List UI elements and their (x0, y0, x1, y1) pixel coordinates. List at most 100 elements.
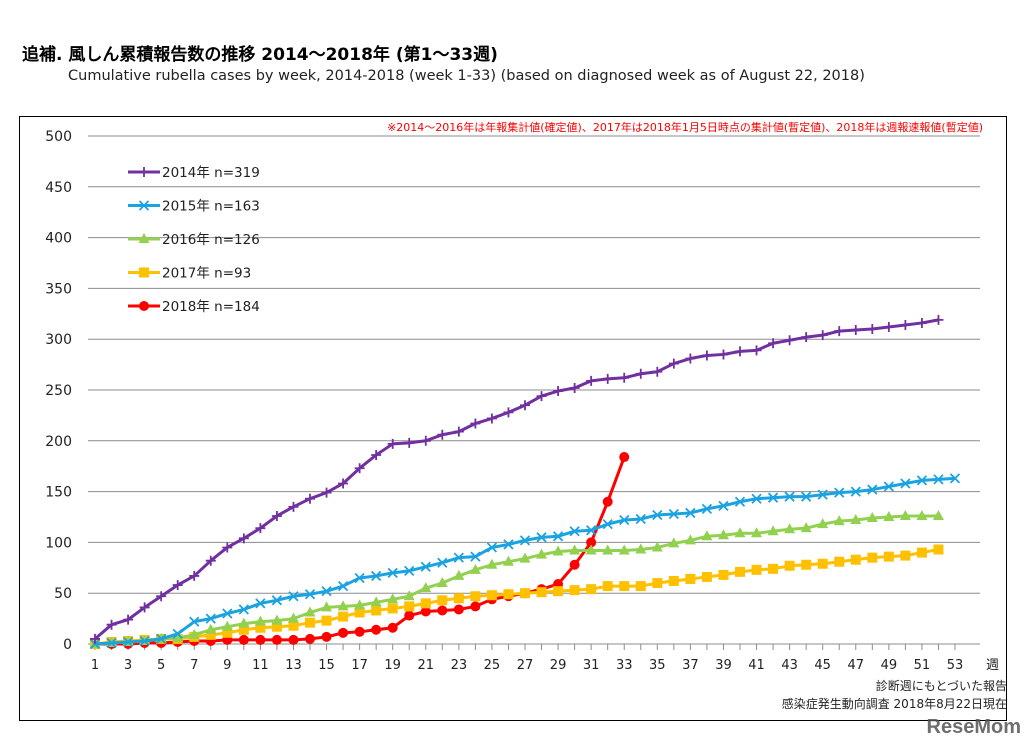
data-point (287, 612, 299, 623)
data-point (916, 317, 927, 328)
data-point (271, 510, 282, 521)
x-tick-label: 3 (124, 658, 132, 673)
data-point (866, 512, 878, 523)
data-point (172, 580, 183, 591)
x-tick-label: 5 (157, 658, 165, 673)
x-tick-label: 49 (881, 658, 898, 673)
data-point (519, 552, 531, 563)
data-point (619, 581, 630, 592)
data-point (668, 576, 679, 587)
data-point (867, 484, 878, 495)
data-point (503, 407, 514, 418)
data-point (420, 606, 431, 617)
data-point (701, 571, 712, 582)
data-point (717, 529, 729, 540)
data-point (420, 582, 432, 593)
x-tick-label: 21 (417, 658, 434, 673)
data-point (222, 542, 233, 553)
data-point (271, 634, 282, 645)
chart-title: 追補. 風しん累積報告数の推移 2014～2018年 (第1～33週) (22, 45, 498, 65)
data-point (817, 518, 829, 529)
data-point (288, 634, 299, 645)
data-point (304, 589, 316, 600)
data-point (305, 633, 315, 644)
data-point (635, 368, 646, 379)
data-point (932, 509, 944, 520)
data-point (453, 426, 464, 437)
data-point (371, 624, 382, 635)
data-point (718, 349, 729, 360)
data-point (238, 533, 249, 544)
data-point (321, 601, 333, 612)
data-point (784, 335, 795, 346)
data-point (569, 585, 580, 596)
series-2014 (90, 314, 944, 644)
legend-entry: 2016年 n=126 (128, 232, 260, 248)
data-point (123, 614, 134, 625)
data-point (502, 555, 514, 566)
data-point (768, 563, 779, 574)
data-point (189, 570, 200, 581)
data-point (900, 319, 911, 330)
series-2016 (89, 509, 944, 648)
data-point (238, 624, 249, 635)
data-point (404, 610, 415, 621)
data-point (238, 617, 250, 628)
data-point (338, 627, 349, 638)
legend-marker (139, 267, 149, 278)
source-note-2: 感染症発生動向調査 2018年8月22日現在 (781, 697, 1007, 711)
data-point (520, 588, 530, 599)
data-point (900, 550, 911, 561)
data-point (321, 615, 332, 626)
data-point (553, 386, 564, 397)
data-point (156, 633, 167, 645)
x-tick-label: 19 (384, 658, 401, 673)
data-point (933, 474, 944, 485)
data-point (734, 527, 746, 538)
data-point (420, 598, 431, 609)
data-point (271, 621, 282, 632)
data-point (569, 526, 580, 537)
data-point (238, 634, 249, 645)
data-point (371, 570, 382, 582)
data-point (205, 555, 216, 566)
data-point (371, 450, 382, 461)
data-point (453, 593, 464, 604)
data-point (189, 616, 200, 627)
data-point (387, 567, 398, 579)
data-point (602, 581, 613, 592)
data-point (817, 330, 828, 341)
legend-label: 2016年 n=126 (162, 232, 260, 248)
data-point (817, 489, 828, 500)
data-point (850, 486, 861, 497)
series-line (94, 548, 939, 646)
data-point (486, 558, 498, 569)
data-point (734, 496, 746, 507)
data-point (519, 535, 531, 546)
data-point (453, 604, 464, 615)
legend-entry: 2014年 n=319 (128, 165, 260, 181)
data-point (404, 601, 415, 612)
data-point (801, 332, 812, 343)
data-point (586, 525, 597, 536)
data-point (469, 563, 481, 574)
data-point (883, 322, 894, 333)
y-tick-label: 350 (45, 281, 72, 297)
data-point (156, 591, 167, 602)
data-point (255, 523, 266, 534)
data-point (370, 596, 382, 607)
x-tick-label: 23 (451, 658, 468, 673)
data-point (768, 338, 779, 349)
series-line (94, 514, 939, 646)
data-point (420, 561, 431, 572)
data-point (255, 622, 266, 633)
data-point (453, 552, 464, 563)
data-point (222, 627, 233, 638)
y-tick-label: 300 (45, 332, 72, 348)
data-point (900, 478, 911, 489)
data-point (404, 565, 415, 576)
data-point (899, 509, 911, 520)
legend-marker (138, 233, 150, 243)
data-point (867, 324, 878, 335)
